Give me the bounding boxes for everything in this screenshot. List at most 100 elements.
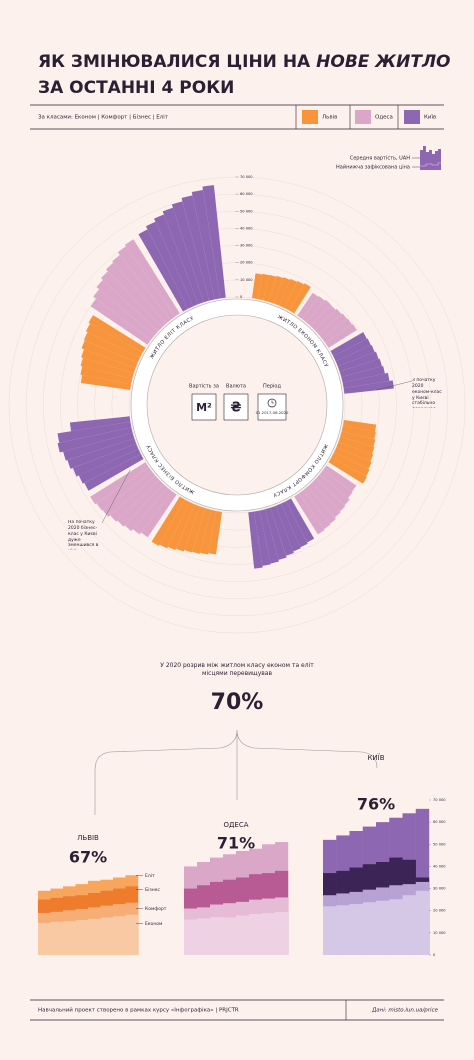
radial-bar	[90, 298, 151, 345]
radial-bar	[306, 299, 331, 327]
radial-bar	[335, 345, 375, 367]
panel-bar	[50, 921, 64, 955]
note-pointer	[375, 380, 413, 391]
title-text: ЯК ЗМІНЮВАЛИСЯ ЦІНИ НА	[38, 52, 316, 72]
clock-icon	[267, 398, 277, 408]
center-box	[223, 393, 249, 421]
tick-label: 50 000	[240, 209, 253, 213]
radial-bar	[88, 315, 146, 353]
title-emphasis: НОВЕ ЖИТЛО	[316, 52, 450, 72]
radial-bar	[80, 366, 133, 385]
radial-bar	[259, 509, 279, 564]
radial-bar	[57, 421, 132, 443]
tick-label: 10 000	[433, 931, 446, 935]
panel-bar	[362, 902, 377, 955]
radial-bar	[141, 491, 177, 538]
radial-bar	[289, 283, 311, 314]
radial-bar	[63, 432, 135, 461]
radial-bar	[93, 289, 155, 341]
radial-bar	[117, 480, 164, 527]
panel-bar	[125, 914, 139, 955]
radial-bar	[286, 498, 315, 543]
radial-bar	[200, 509, 217, 555]
radial-bar	[328, 457, 367, 484]
radial-bar	[162, 207, 204, 305]
radial-bar	[330, 332, 367, 356]
radial-bar	[273, 277, 291, 306]
radial-bar	[69, 416, 131, 432]
radial-bar	[202, 185, 226, 299]
city-name: КИЇВ	[367, 753, 384, 762]
radial-bar	[171, 201, 210, 303]
radial-bar	[341, 365, 385, 383]
panel-bar	[223, 917, 237, 955]
key-icon	[420, 146, 441, 170]
radial-bar	[96, 466, 152, 511]
radial-bar	[145, 221, 194, 309]
tick-label: 30 000	[240, 244, 253, 248]
footer-left: Навчальний проект створено в рамках курс…	[38, 1007, 239, 1014]
tick-label: 70 000	[240, 175, 253, 179]
radial-bar	[191, 189, 221, 300]
radial-bar	[315, 474, 350, 506]
panel-bar	[210, 916, 224, 955]
tick-label: 60 000	[433, 820, 446, 824]
key-icon-line	[420, 162, 441, 167]
center-box	[191, 393, 217, 421]
panel-bar	[113, 916, 126, 955]
subtitle: За класами: Економ | Комфорт | Бізнес | …	[38, 115, 169, 121]
radial-bar	[192, 508, 211, 554]
panel-bar	[88, 918, 101, 955]
tick-label: 0	[240, 295, 243, 299]
radial-bar	[334, 447, 372, 470]
radial-bar	[312, 478, 346, 512]
tick-label: 20 000	[433, 909, 446, 913]
radial-bar	[86, 323, 143, 358]
radial-bar	[124, 239, 180, 317]
tick-label: 50 000	[433, 842, 446, 846]
radial-bar	[339, 358, 382, 378]
panel-bar	[349, 904, 363, 955]
radial-bar	[124, 483, 168, 532]
center-unit: М²	[196, 401, 212, 414]
radial-bar	[325, 323, 357, 348]
panel-bar	[184, 919, 198, 955]
tick-label: 0	[433, 953, 436, 957]
summary-text: У 2020 розрив між житлом класу економ та…	[160, 662, 314, 677]
radial-bar	[138, 229, 188, 312]
radial-bar	[102, 471, 156, 517]
tick-label: 30 000	[433, 887, 446, 891]
key-lowest: Найнижча зафіксована ціна	[336, 164, 410, 171]
radial-bar	[340, 431, 376, 447]
radial-bar	[310, 304, 336, 330]
radial-bar	[84, 454, 144, 491]
radial-bar	[181, 195, 215, 301]
center-period: 01.2017-08.2020	[256, 410, 289, 415]
radial-bar	[307, 482, 341, 518]
radial-bar	[83, 332, 140, 363]
panel-bar	[275, 912, 289, 955]
radial-bar	[301, 296, 325, 323]
radial-bar	[331, 452, 370, 477]
legend-label: Одеса	[375, 115, 393, 121]
radial-bar	[176, 504, 201, 552]
panel-bar	[376, 900, 390, 955]
radial-bar	[297, 292, 319, 319]
radial-bar	[333, 338, 371, 362]
tick-label: 70 000	[433, 798, 446, 802]
radial-bar	[323, 465, 357, 492]
radial-bar	[208, 511, 222, 555]
radial-bar	[294, 493, 325, 535]
tick-label: 60 000	[240, 192, 253, 196]
legend-swatch	[404, 110, 420, 124]
radial-bar	[314, 308, 342, 335]
radial-bar	[284, 280, 304, 311]
radial-bar	[263, 274, 277, 302]
city-gap: 76%	[357, 795, 395, 814]
legend-swatch	[302, 110, 318, 124]
radial-bar	[264, 507, 287, 560]
radial-bar	[319, 469, 353, 499]
layer-label: Еліт	[145, 873, 155, 879]
radial-bar	[252, 273, 263, 299]
